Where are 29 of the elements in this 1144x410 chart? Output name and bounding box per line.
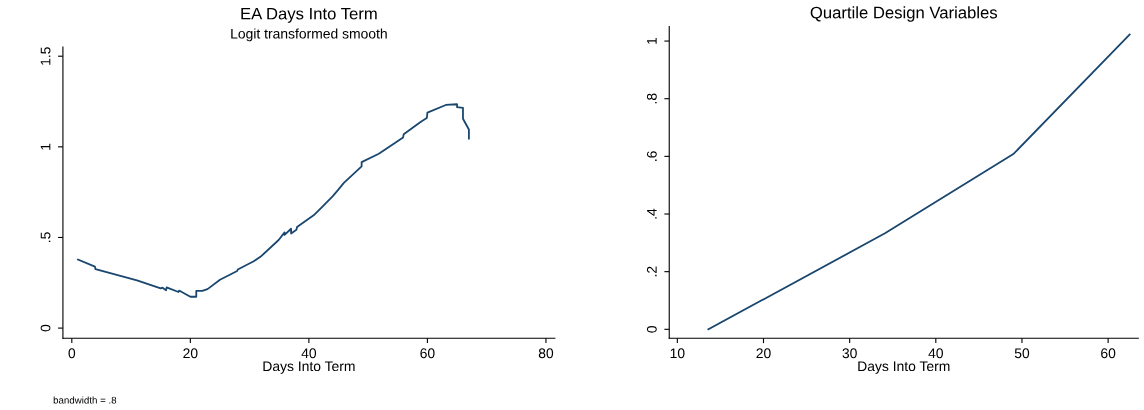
y-tick-label: .2 xyxy=(646,266,657,277)
x-tick-label: 0 xyxy=(68,348,76,359)
x-axis-title: Days Into Term xyxy=(858,361,950,374)
x-tick-label: 40 xyxy=(928,348,943,359)
y-tick-label: 1.5 xyxy=(40,47,51,65)
x-tick-label: 50 xyxy=(1014,348,1030,359)
text: bandwidth = .8 xyxy=(53,396,117,404)
x-axis-title: Days Into Term xyxy=(263,361,355,374)
x-tick-label: 10 xyxy=(670,348,685,359)
y-tick-label: .8 xyxy=(646,93,657,104)
y-tick-label: 0 xyxy=(646,325,657,333)
chart-title: EA Days Into Term xyxy=(241,7,377,23)
x-tick-label: 60 xyxy=(1101,348,1116,359)
x-tick-label: 40 xyxy=(301,348,317,359)
x-tick-label: 20 xyxy=(183,348,198,359)
y-tick-label: .4 xyxy=(647,208,657,219)
line-series xyxy=(77,103,470,298)
y-tick-label: 0 xyxy=(40,324,51,332)
chart-subtitle: Logit transformed smooth xyxy=(231,28,387,42)
y-tick-label: .5 xyxy=(40,232,51,242)
y-tick-label: .6 xyxy=(646,151,657,161)
chart-title: Quartile Design Variables xyxy=(810,6,998,22)
x-tick-label: 20 xyxy=(756,348,771,359)
x-tick-label: 60 xyxy=(420,348,435,359)
y-tick-label: 1 xyxy=(647,37,657,44)
x-tick-label: 30 xyxy=(842,348,857,359)
line-series xyxy=(707,33,1131,331)
y-tick-label: 1 xyxy=(40,143,51,150)
x-tick-label: 80 xyxy=(538,348,554,359)
